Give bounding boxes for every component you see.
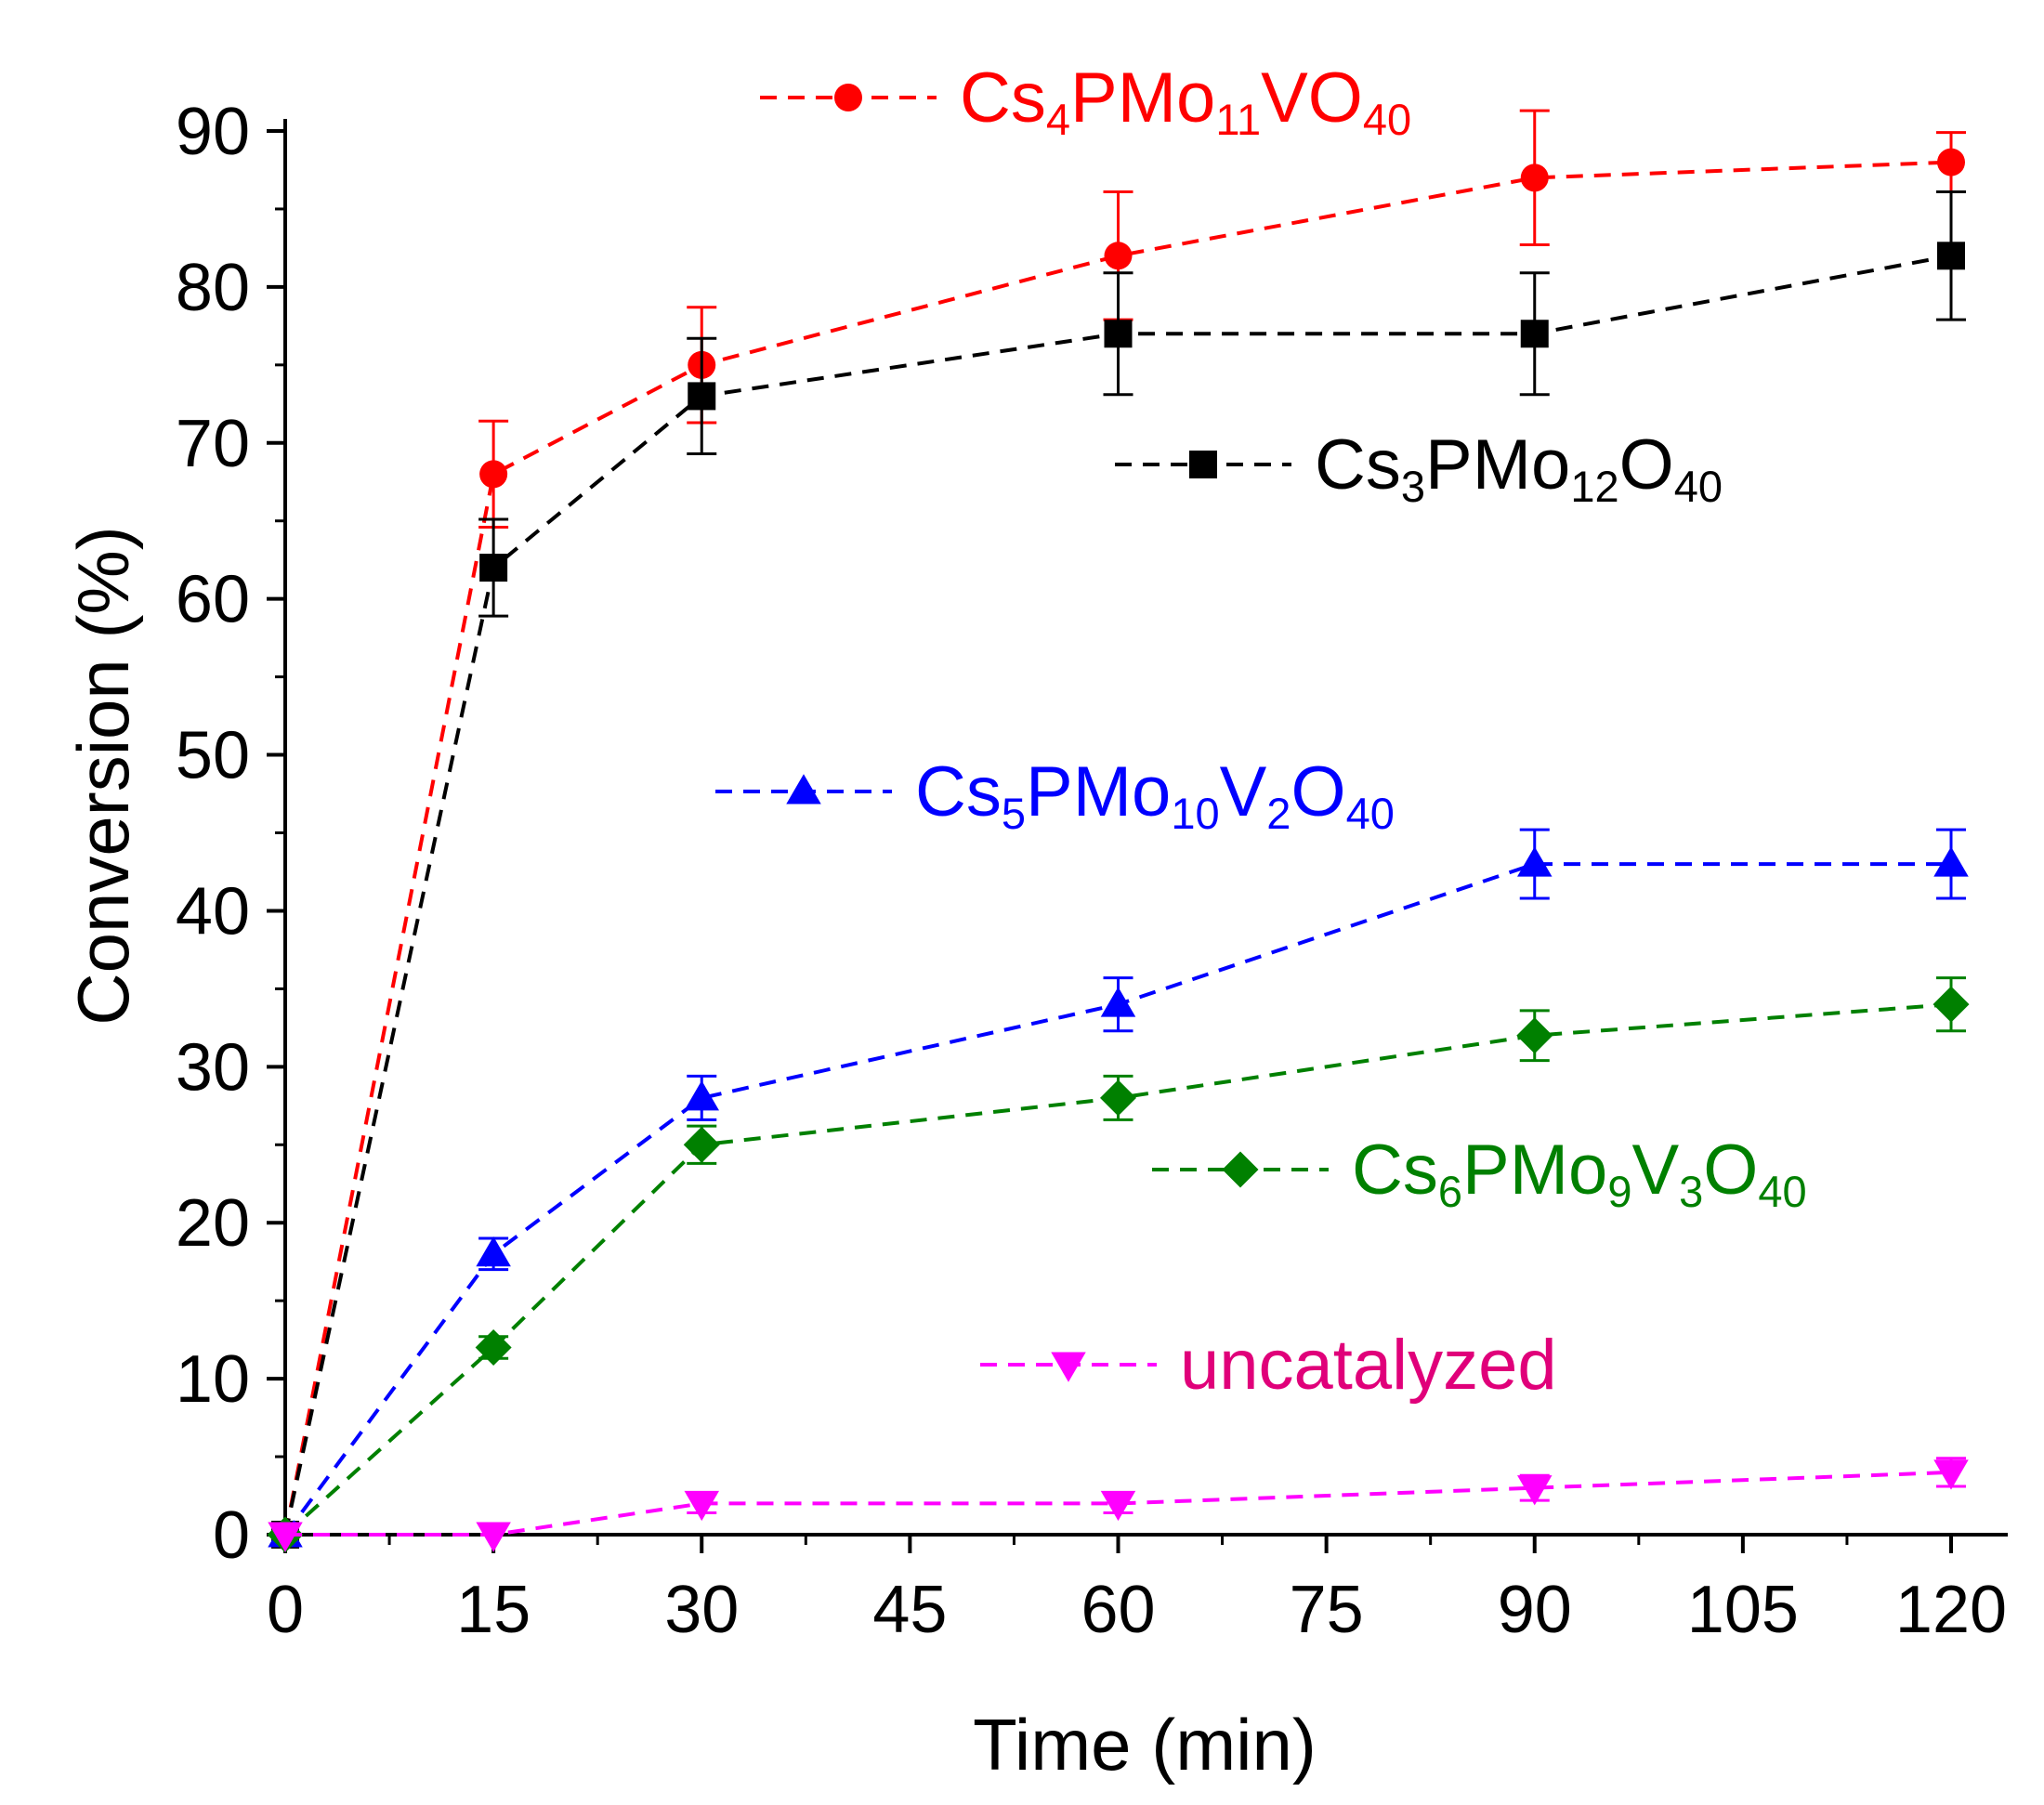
data-point: [684, 1080, 719, 1111]
series-line: [283, 254, 1952, 1536]
y-tick-label: 80: [176, 251, 250, 325]
data-point: [1520, 320, 1549, 348]
series-Cs4PMo11VO40: [271, 109, 1966, 1549]
y-tick-label: 20: [176, 1186, 250, 1261]
legend-item-uncatalyzed: uncatalyzed: [980, 1326, 1557, 1405]
series-line: [283, 862, 1951, 1537]
y-tick-label: 50: [176, 719, 250, 793]
data-point: [1937, 148, 1965, 177]
series-Cs3PMo12O40: [271, 190, 1966, 1549]
legend-marker: [1222, 1151, 1259, 1188]
x-tick-label: 60: [1081, 1573, 1155, 1647]
data-point: [1516, 1017, 1553, 1054]
legend-item-Cs5PMo10V2O40: Cs5PMo10V2O40: [715, 752, 1395, 838]
x-tick-label: 105: [1687, 1573, 1799, 1647]
y-tick-label: 70: [176, 407, 250, 481]
x-tick-label: 90: [1498, 1573, 1572, 1647]
data-point: [688, 382, 716, 411]
x-tick-label: 45: [872, 1573, 947, 1647]
data-point: [1517, 846, 1553, 877]
legend-label: Cs4PMo11VO40: [960, 59, 1411, 144]
data-point: [1520, 163, 1549, 192]
data-point: [1517, 1475, 1553, 1506]
series-line: [283, 1002, 1952, 1537]
legend-item-Cs4PMo11VO40: Cs4PMo11VO40: [760, 59, 1411, 144]
data-point: [1104, 242, 1133, 270]
x-tick-label: 120: [1895, 1573, 2007, 1647]
data-point: [1933, 986, 1970, 1023]
legend-item-Cs6PMo9V3O40: Cs6PMo9V3O40: [1152, 1131, 1807, 1216]
data-point: [476, 1236, 511, 1267]
axes: 0 10 20 30 40 50 60 70 80 90 0 15 30 45 60 75 90 105 120: [176, 95, 2008, 1647]
data-point: [268, 1522, 303, 1552]
y-tick-label: 60: [176, 563, 250, 637]
y-tick-label: 40: [176, 874, 250, 948]
legend-label: Cs6PMo9V3O40: [1352, 1131, 1807, 1216]
legend: Cs4PMo11VO40 Cs3PMo12O40 Cs5PMo10V2O40 Cs6P…: [715, 59, 1807, 1405]
data-point: [479, 554, 508, 582]
data-point: [1100, 1079, 1136, 1117]
data-point: [683, 1126, 720, 1163]
series-uncatalyzed: [268, 1457, 1969, 1552]
legend-item-Cs3PMo12O40: Cs3PMo12O40: [1115, 425, 1723, 511]
data-point: [1100, 1490, 1136, 1522]
legend-marker: [786, 774, 821, 804]
legend-marker: [834, 84, 862, 111]
y-tick-label: 10: [176, 1342, 250, 1417]
series-line: [285, 1470, 1952, 1537]
data-point: [476, 1522, 511, 1552]
x-tick-label: 15: [456, 1573, 531, 1647]
series-layer: [267, 109, 1970, 1553]
y-tick-label: 0: [213, 1498, 250, 1573]
data-point: [1937, 242, 1965, 270]
x-axis-title: Time (min): [973, 1704, 1317, 1785]
data-point: [1100, 987, 1136, 1017]
y-tick-label: 30: [176, 1030, 250, 1105]
legend-marker: [1189, 451, 1217, 478]
legend-label: Cs3PMo12O40: [1315, 425, 1723, 511]
y-tick-label: 90: [176, 95, 250, 169]
x-tick-label: 75: [1290, 1573, 1364, 1647]
data-point: [684, 1490, 719, 1522]
legend-marker: [1051, 1352, 1086, 1382]
y-axis-title: Conversion (%): [62, 526, 144, 1026]
legend-label: Cs5PMo10V2O40: [915, 752, 1395, 838]
series-line: [283, 160, 1952, 1536]
legend-label: uncatalyzed: [1180, 1326, 1557, 1405]
x-tick-label: 30: [664, 1573, 739, 1647]
data-point: [1933, 846, 1969, 877]
data-point: [1933, 1459, 1969, 1490]
x-tick-label: 0: [267, 1573, 304, 1647]
data-point: [475, 1329, 512, 1367]
series-Cs6PMo9V3O40: [267, 976, 1970, 1553]
data-point: [479, 460, 508, 489]
data-point: [1104, 320, 1133, 348]
